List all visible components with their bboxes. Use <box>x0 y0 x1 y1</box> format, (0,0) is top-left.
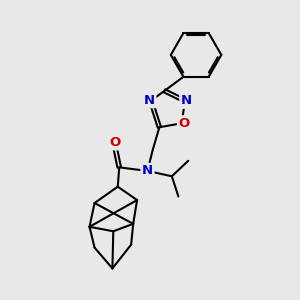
Text: N: N <box>142 164 153 177</box>
Text: N: N <box>144 94 155 107</box>
Text: O: O <box>109 136 120 149</box>
Text: O: O <box>178 117 190 130</box>
Text: N: N <box>181 94 192 107</box>
